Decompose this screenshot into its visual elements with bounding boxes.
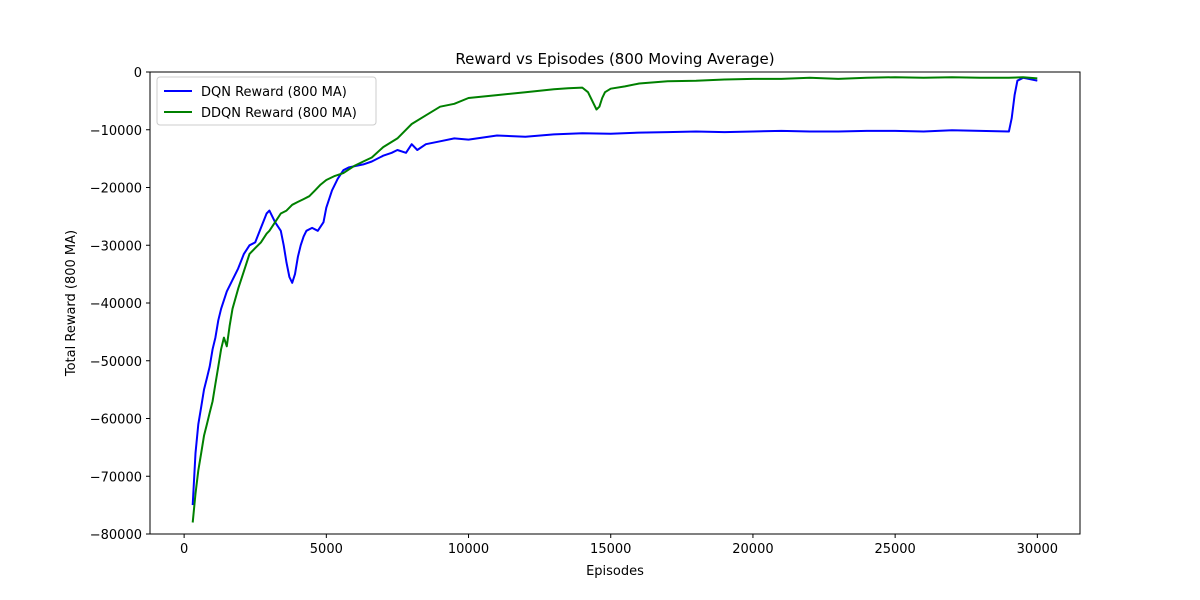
- y-tick-label: −60000: [90, 413, 142, 428]
- x-tick-label: 15000: [590, 542, 631, 557]
- series-line-ddqn: [191, 76, 1038, 523]
- y-tick-label: −10000: [90, 124, 142, 139]
- legend: DQN Reward (800 MA) DDQN Reward (800 MA): [156, 76, 377, 126]
- y-axis-label: Total Reward (800 MA): [64, 230, 79, 377]
- x-tick-label: 25000: [874, 542, 915, 557]
- x-tick-label: 10000: [448, 542, 489, 557]
- y-tick-label: −80000: [90, 528, 142, 543]
- legend-label-dqn: DQN Reward (800 MA): [201, 85, 347, 100]
- x-tick-label: 5000: [310, 542, 343, 557]
- legend-box: [156, 76, 377, 126]
- y-tick-label: −30000: [90, 239, 142, 254]
- y-tick-label: −40000: [90, 297, 142, 312]
- chart-title: Reward vs Episodes (800 Moving Average): [455, 50, 774, 68]
- series-line-dqn: [191, 76, 1038, 506]
- x-tick-label: 20000: [732, 542, 773, 557]
- y-tick-label: −50000: [90, 355, 142, 370]
- x-axis-label: Episodes: [586, 564, 644, 579]
- y-tick-label: −70000: [90, 470, 142, 485]
- legend-label-ddqn: DDQN Reward (800 MA): [201, 106, 357, 121]
- x-tick-label: 30000: [1017, 542, 1058, 557]
- y-tick-label: 0: [134, 66, 142, 81]
- y-tick-label: −20000: [90, 182, 142, 197]
- x-tick-label: 0: [180, 542, 188, 557]
